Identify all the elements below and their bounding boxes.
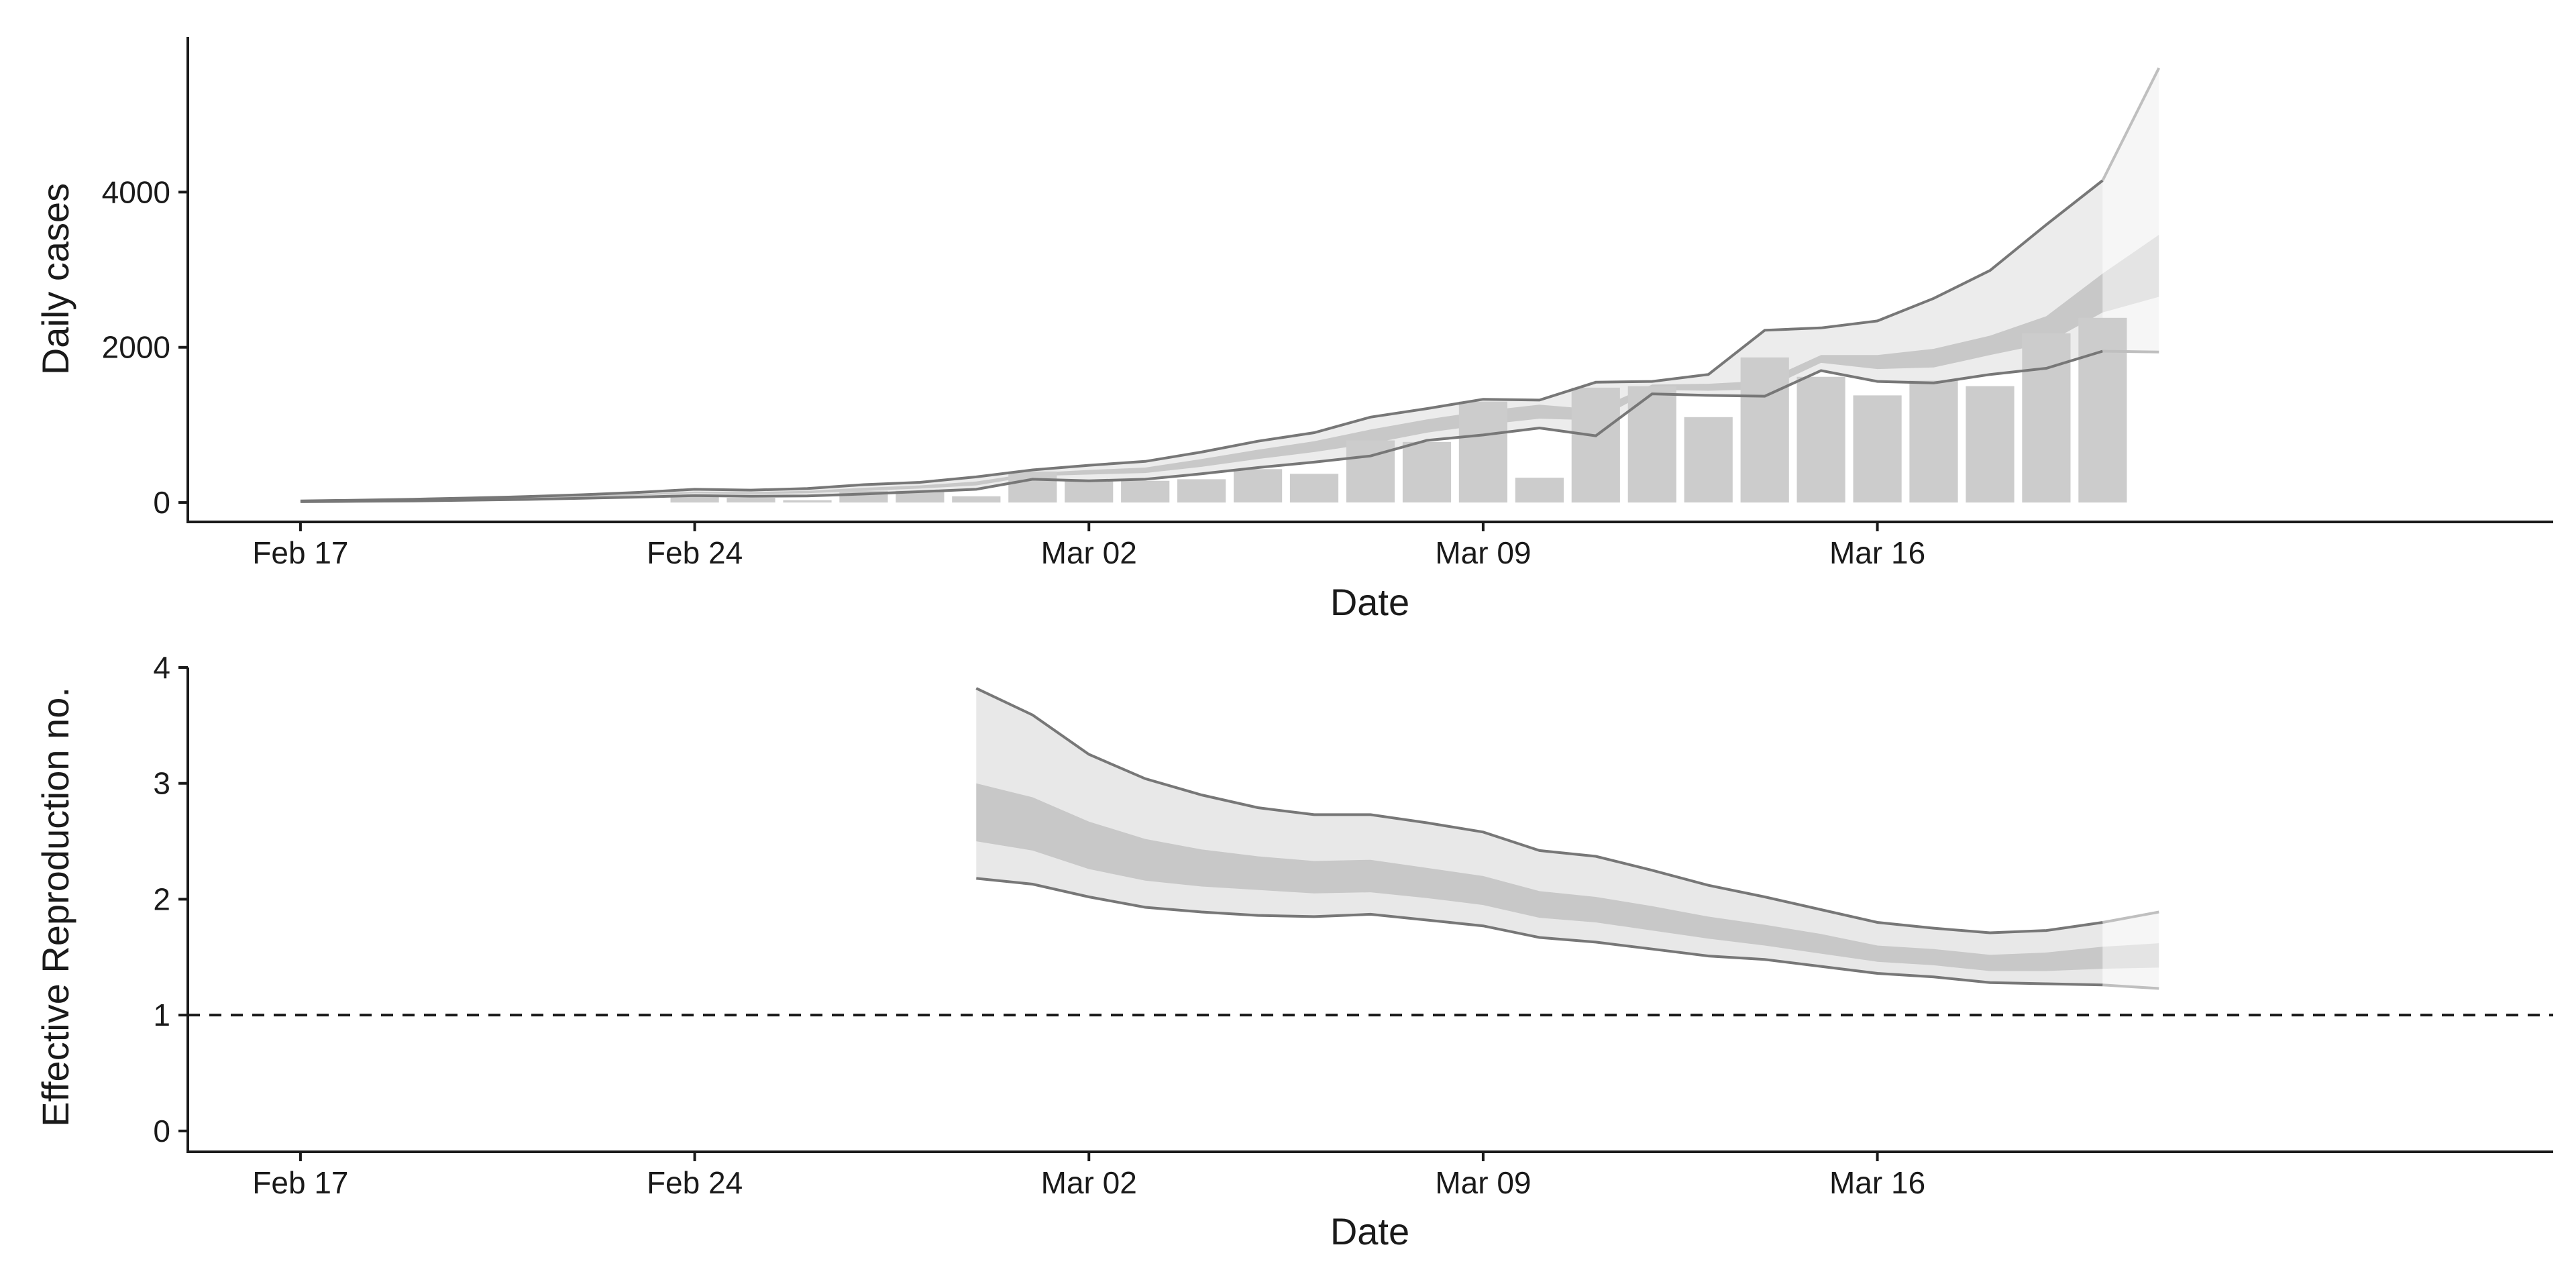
cases-x-tick-label: Mar 16 (1829, 535, 1925, 570)
cases-bar (1458, 401, 1507, 503)
cases-bar (1346, 440, 1395, 502)
cases-bar (1909, 380, 1958, 503)
r-bound-lines-layer (975, 687, 2159, 990)
r-y-tick-label: 0 (153, 1114, 170, 1148)
r-x-tick-label: Feb 24 (647, 1165, 743, 1200)
cases-upper-bound-line (300, 179, 2104, 502)
r-y-tick-label: 2 (153, 881, 170, 916)
cases-bar (670, 494, 719, 503)
r-x-tick-label: Mar 09 (1435, 1165, 1531, 1200)
cases-upper-forecast-line (2101, 67, 2161, 181)
cases-bar (727, 498, 775, 502)
r-lower-forecast-line (2102, 983, 2159, 990)
r-band-90-estimate (976, 688, 2103, 985)
cases-bar (1853, 395, 1902, 502)
cases-bar (1289, 474, 1339, 503)
r-x-tick-label: Feb 17 (252, 1165, 348, 1200)
r-y-axis-title: Effective Reproduction no. (34, 687, 76, 1127)
cases-bar (1966, 386, 2015, 503)
cases-bar (1177, 479, 1226, 503)
r-x-tick-label: Mar 16 (1829, 1165, 1925, 1200)
cases-bar (1684, 417, 1733, 502)
cases-bar (2078, 317, 2127, 503)
r-y-tick-label: 1 (153, 998, 170, 1032)
cases-y-axis-title: Daily cases (34, 183, 76, 375)
r-y-tick-label: 3 (153, 766, 170, 801)
cases-x-axis-title: Date (1330, 581, 1409, 623)
reproduction-number-panel: 0 1 2 3 4 Feb 17 Feb 24 Mar 02 Mar 09 Mar 16 Dat… (34, 650, 2553, 1252)
r-inner-band-layer (976, 783, 2159, 971)
r-x-tick-label: Mar 02 (1041, 1165, 1137, 1200)
cases-y-ticks: 0 2000 4000 (102, 174, 188, 520)
cases-x-ticks: Feb 17 Feb 24 Mar 02 Mar 09 Mar 16 (252, 522, 1925, 570)
cases-x-tick-label: Feb 17 (252, 535, 348, 570)
cases-y-tick-label: 2000 (102, 330, 170, 365)
cases-bar (1571, 387, 1620, 503)
cases-bar (1008, 471, 1057, 503)
cases-bar (783, 500, 832, 503)
r-y-tick-label: 4 (153, 650, 170, 685)
cases-bar (1402, 441, 1452, 502)
cases-bar (952, 496, 1001, 503)
r-outer-band-layer (976, 688, 2159, 989)
r-lower-bound-line (976, 877, 2103, 987)
daily-cases-panel: 0 2000 4000 Feb 17 Feb 24 Mar 02 Mar 09 Mar 16… (34, 37, 2553, 623)
cases-bar (1796, 376, 1845, 503)
cases-lower-bound-line (300, 350, 2103, 503)
r-upper-bound-line (975, 687, 2103, 934)
r-y-ticks: 0 1 2 3 4 (153, 650, 188, 1148)
cases-bar (1627, 386, 1676, 503)
cases-bar (2022, 333, 2071, 503)
cases-bar (1065, 480, 1114, 503)
r-band-50-estimate (976, 783, 2103, 971)
cases-bar (1515, 478, 1564, 503)
cases-y-tick-label: 0 (153, 485, 170, 520)
cases-bound-lines-layer (300, 67, 2161, 503)
cases-y-tick-label: 4000 (102, 174, 170, 209)
r-band-50-forecast (2102, 943, 2159, 969)
cases-x-tick-label: Mar 02 (1041, 535, 1137, 570)
cases-x-tick-label: Mar 09 (1435, 535, 1531, 570)
cases-x-tick-label: Feb 24 (647, 535, 743, 570)
cases-bar (896, 490, 945, 503)
cases-band-50-forecast (2102, 235, 2159, 313)
r-x-axis-title: Date (1330, 1210, 1409, 1252)
r-x-ticks: Feb 17 Feb 24 Mar 02 Mar 09 Mar 16 (252, 1152, 1925, 1200)
r-upper-forecast-line (2102, 910, 2159, 924)
cases-bar (1740, 357, 1789, 503)
cases-bar (1121, 480, 1170, 503)
cases-bar (1234, 469, 1283, 502)
